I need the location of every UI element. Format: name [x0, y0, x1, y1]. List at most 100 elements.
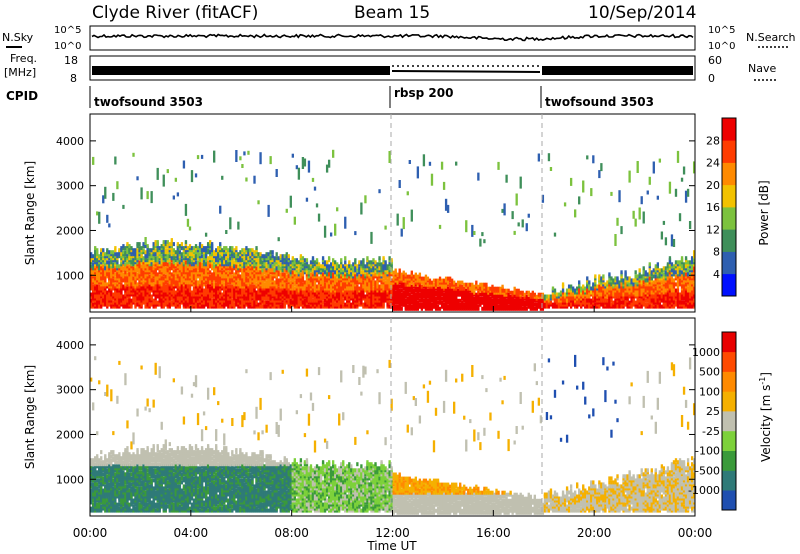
- data-cell: [263, 274, 266, 279]
- data-cell: [366, 298, 369, 303]
- data-cell: [455, 282, 458, 287]
- data-cell: [590, 286, 593, 291]
- data-cell: [162, 174, 165, 187]
- data-cell: [269, 260, 272, 265]
- data-cell: [293, 280, 296, 285]
- data-cell: [400, 282, 403, 287]
- data-cell: [479, 292, 482, 297]
- data-cell: [315, 203, 319, 208]
- data-cell: [106, 260, 109, 265]
- data-cell: [168, 254, 171, 259]
- data-cell: [102, 294, 105, 299]
- data-cell: [287, 254, 290, 259]
- beam-title: Beam 15: [354, 3, 430, 23]
- data-cell: [527, 213, 530, 218]
- data-cell: [297, 284, 301, 289]
- data-cell: [186, 252, 190, 257]
- data-cell: [463, 282, 466, 287]
- data-cell: [239, 298, 242, 303]
- data-cell: [396, 304, 399, 309]
- data-cell: [206, 242, 210, 247]
- data-cell: [305, 197, 309, 202]
- data-cell: [194, 260, 198, 265]
- data-cell: [253, 260, 256, 265]
- data-cell: [362, 280, 365, 285]
- data-cell: [172, 288, 175, 293]
- data-cell: [348, 272, 351, 277]
- nsky-label: N.Sky: [2, 31, 34, 44]
- data-cell: [481, 232, 484, 237]
- data-cell: [116, 284, 119, 289]
- data-cell: [213, 252, 216, 257]
- data-cell: [154, 284, 157, 289]
- data-cell: [198, 260, 202, 265]
- data-cell: [144, 237, 147, 245]
- data-cell: [404, 298, 407, 303]
- data-cell: [571, 292, 575, 297]
- data-cell: [140, 246, 143, 251]
- data-cell: [229, 256, 232, 261]
- data-cell: [184, 260, 188, 265]
- data-cell: [273, 260, 276, 265]
- data-cell: [394, 294, 397, 299]
- data-cell: [126, 298, 129, 303]
- data-cell: [164, 274, 167, 279]
- data-cell: [267, 252, 270, 257]
- data-cell: [547, 153, 551, 162]
- data-cell: [112, 268, 115, 273]
- data-cell: [336, 298, 339, 303]
- data-cell: [493, 286, 496, 291]
- data-cell: [446, 294, 450, 299]
- data-cell: [178, 284, 182, 289]
- data-cell: [176, 242, 180, 247]
- data-cell: [122, 284, 125, 289]
- data-cell: [249, 252, 252, 257]
- data-cell: [142, 272, 145, 277]
- data-cell: [473, 290, 476, 295]
- data-cell: [311, 284, 315, 289]
- data-cell: [225, 246, 228, 251]
- data-cell: [362, 272, 365, 277]
- data-cell: [299, 260, 303, 265]
- data-cell: [108, 250, 111, 255]
- data-cell: [269, 290, 272, 295]
- data-cell: [364, 195, 367, 204]
- data-cell: [285, 260, 288, 265]
- nsearch-label: N.Search: [746, 31, 796, 44]
- data-cell: [225, 230, 228, 234]
- data-cell: [501, 284, 504, 289]
- data-cell: [289, 298, 292, 303]
- data-cell: [200, 272, 204, 277]
- data-cell: [168, 248, 171, 253]
- data-cell: [412, 274, 415, 279]
- data-cell: [602, 274, 605, 279]
- data-cell: [269, 296, 272, 301]
- data-cell: [90, 298, 93, 303]
- data-cell: [100, 260, 103, 265]
- data-cell: [231, 250, 234, 255]
- data-cell: [130, 246, 133, 251]
- data-cell: [152, 242, 155, 247]
- data-cell: [446, 276, 450, 281]
- data-cell: [160, 248, 163, 253]
- data-cell: [204, 252, 208, 257]
- data-cell: [118, 294, 121, 299]
- data-cell: [461, 280, 464, 285]
- data-cell: [309, 284, 313, 289]
- nave-label: Nave: [748, 62, 776, 75]
- data-cell: [370, 290, 373, 295]
- data-cell: [136, 282, 139, 287]
- data-cell: [204, 298, 208, 303]
- data-cell: [144, 272, 147, 277]
- data-cell: [334, 298, 337, 303]
- data-cell: [354, 298, 357, 303]
- data-cell: [426, 282, 430, 287]
- data-cell: [190, 248, 194, 253]
- data-cell: [108, 272, 111, 277]
- data-cell: [325, 284, 329, 289]
- data-cell: [219, 260, 222, 265]
- data-cell: [122, 204, 125, 209]
- data-cell: [384, 298, 387, 303]
- data-cell: [202, 272, 206, 277]
- data-cell: [388, 266, 391, 271]
